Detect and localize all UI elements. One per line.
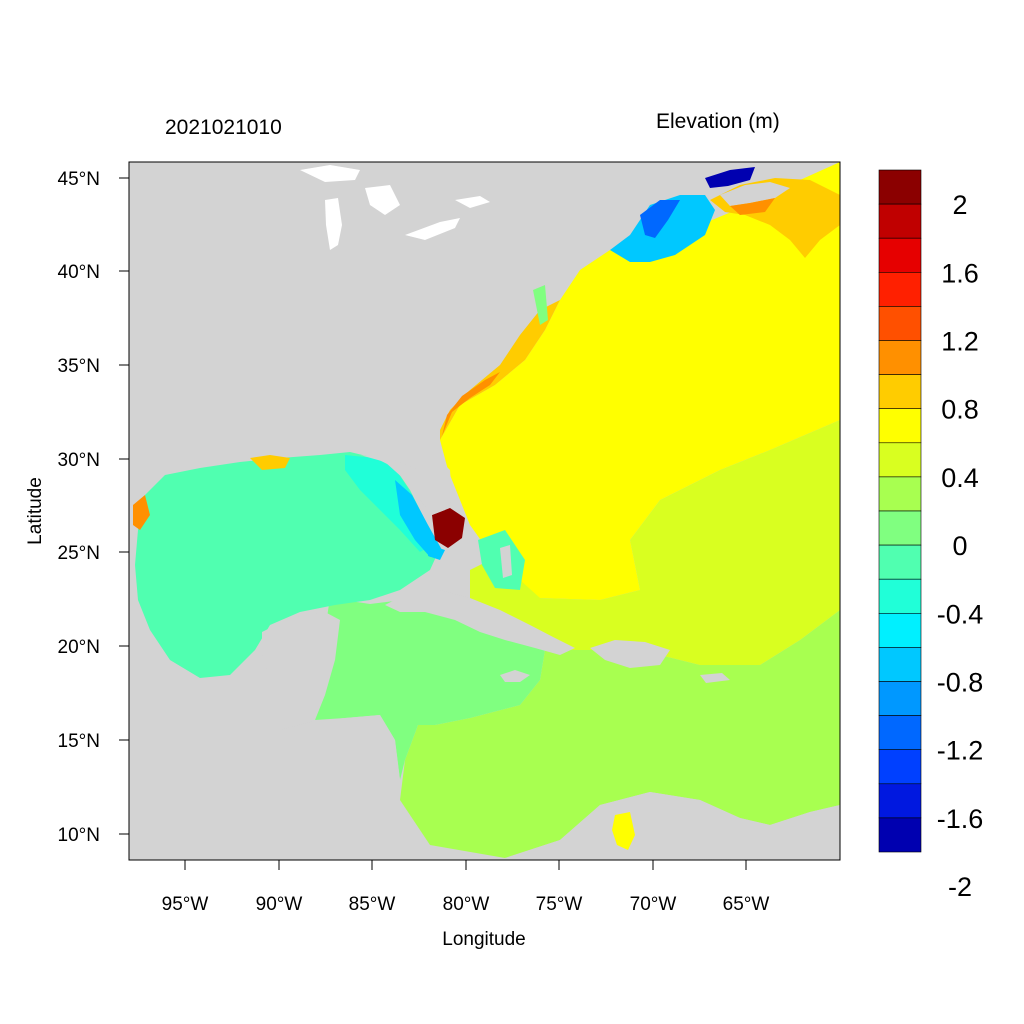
y-axis: 45°N 40°N 35°N 30°N 25°N 20°N 15°N 10°N <box>58 169 129 846</box>
colorbar-swatch <box>878 306 922 341</box>
gulf-of-maine <box>610 195 715 262</box>
colorbar-label: -2 <box>948 872 972 902</box>
south-florida-surge <box>432 508 465 548</box>
south-america <box>505 792 840 860</box>
variable-title: Elevation (m) <box>656 110 780 133</box>
gulf-of-mexico <box>135 452 440 678</box>
colorbar-swatch <box>878 442 922 478</box>
colorbar-label: 0 <box>952 531 967 561</box>
colorbar-label: 1.2 <box>941 327 979 357</box>
colorbar-swatch <box>878 203 922 239</box>
y-tick-label: 45°N <box>58 169 100 190</box>
nova-scotia <box>720 182 790 206</box>
caribbean-sea <box>400 610 840 858</box>
colorbar-swatch <box>878 237 922 273</box>
y-tick-label: 40°N <box>58 262 100 283</box>
x-tick-label: 85°W <box>349 894 396 915</box>
map-frame <box>128 161 841 861</box>
lake-ontario <box>455 196 490 208</box>
x-tick-label: 95°W <box>162 894 209 915</box>
colorbar-label: 0.8 <box>941 395 979 425</box>
colorbar-swatch <box>878 681 922 716</box>
bay-of-fundy <box>705 167 755 188</box>
colorbar-swatch <box>878 578 922 614</box>
x-tick-label: 75°W <box>536 894 583 915</box>
colorbar-swatch <box>878 715 922 750</box>
louisiana-coast <box>250 455 290 470</box>
colorbar-swatch <box>878 271 922 307</box>
bahamas-islands <box>500 545 512 578</box>
colorbar-swatch <box>878 169 922 205</box>
x-tick-label: 70°W <box>630 894 677 915</box>
colorbar-label: -1.2 <box>937 736 984 766</box>
colorbar-swatch <box>878 749 922 785</box>
hispaniola <box>590 640 670 668</box>
x-tick-label: 80°W <box>443 894 490 915</box>
florida-bay <box>395 480 442 557</box>
lake-erie <box>405 218 460 240</box>
colorbar-swatch <box>878 374 922 410</box>
texas-coast <box>133 495 150 530</box>
gulf-of-maine-inner <box>640 200 680 238</box>
nova-scotia-coast <box>730 198 775 215</box>
y-tick-label: 15°N <box>58 731 100 752</box>
timestamp-label: 2021021010 <box>165 116 282 139</box>
chesapeake-bay <box>533 285 548 325</box>
colorbar-swatch <box>878 783 922 819</box>
map-panel <box>129 162 840 860</box>
y-tick-label: 35°N <box>58 356 100 377</box>
coastal-band-carolinas <box>442 372 500 436</box>
colorbar-swatch <box>878 510 922 546</box>
yucatan-peninsula <box>262 612 340 720</box>
x-axis-label: Longitude <box>442 929 525 950</box>
lake-michigan <box>325 198 342 250</box>
colorbar-swatch <box>878 408 922 444</box>
colorbar-label: -1.6 <box>937 804 984 834</box>
colorbar-swatch <box>878 612 922 648</box>
x-tick-label: 65°W <box>723 894 770 915</box>
coastal-band-southeast <box>440 300 560 440</box>
atlantic-ocean <box>440 162 840 600</box>
colorbar-swatch <box>878 817 922 853</box>
colorbar-swatch <box>878 544 922 580</box>
x-axis: 95°W 90°W 85°W 80°W 75°W 70°W 65°W <box>162 860 770 915</box>
western-caribbean <box>315 598 545 780</box>
lake-maracaibo <box>612 812 635 850</box>
colorbar-swatch <box>878 647 922 682</box>
florida-peninsula <box>360 455 452 515</box>
lake-huron <box>365 185 400 215</box>
y-tick-label: 30°N <box>58 450 100 471</box>
colorbar-swatch <box>878 340 922 375</box>
central-america <box>129 715 450 860</box>
cuba <box>385 590 575 655</box>
y-tick-label: 25°N <box>58 543 100 564</box>
y-axis-label: Latitude <box>25 477 46 545</box>
florida-keys <box>428 545 445 560</box>
central-atlantic <box>470 420 840 665</box>
puerto-rico <box>700 673 730 683</box>
colorbar: 2 1.6 1.2 0.8 0.4 0 -0.4 -0.8 -1.2 -1.6 -2 <box>878 169 984 902</box>
x-tick-label: 90°W <box>256 894 303 915</box>
colorbar-label: -0.4 <box>937 599 984 629</box>
colorbar-label: 1.6 <box>941 258 979 288</box>
y-tick-label: 10°N <box>58 825 100 846</box>
colorbar-swatch <box>878 476 922 512</box>
colorbar-label: 0.4 <box>941 463 979 493</box>
jamaica <box>500 670 530 682</box>
lake-superior <box>300 165 360 182</box>
colorbar-label: 2 <box>952 190 967 220</box>
y-tick-label: 20°N <box>58 637 100 658</box>
colorbar-label: -0.8 <box>937 668 984 698</box>
